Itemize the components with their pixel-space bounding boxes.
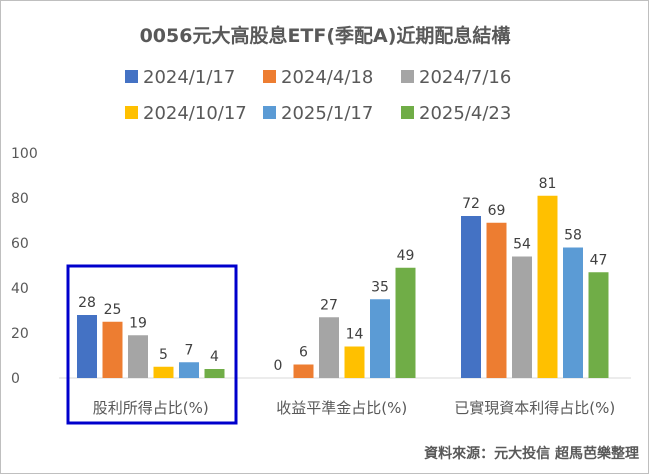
bar-1-4 [370, 299, 390, 378]
data-label-1-2: 27 [320, 297, 338, 313]
bar-2-2 [512, 256, 532, 378]
bar-1-2 [319, 317, 339, 378]
bar-1-1 [293, 364, 314, 378]
bars: 28 25 19 5 7 4 06 27 14 35 49 72 69 54 81 58 47 [77, 176, 609, 378]
bar-0-3 [153, 366, 174, 378]
data-label-1-0: 0 [274, 358, 283, 374]
data-label-1-4: 35 [371, 279, 389, 295]
bar-2-0 [461, 216, 481, 378]
legend: 2024/1/17 2024/4/18 2024/7/16 2024/10/17 202… [125, 67, 511, 124]
legend-label-2: 2024/7/16 [419, 67, 511, 88]
data-label-0-4: 7 [185, 342, 194, 358]
y-tick-label-1: 20 [11, 326, 29, 342]
data-label-0-3: 5 [159, 347, 168, 363]
legend-swatch-0 [125, 70, 138, 83]
data-label-2-2: 54 [513, 237, 531, 253]
bar-0-5 [204, 369, 225, 378]
category-label-0: 股利所得占比(%) [93, 399, 209, 417]
y-tick-label-2: 40 [11, 281, 29, 297]
data-label-0-0: 28 [78, 295, 96, 311]
bar-0-0 [77, 315, 97, 378]
y-tick-label-5: 100 [11, 146, 38, 162]
bar-1-3 [344, 346, 365, 378]
category-label-2: 已實現資本利得占比(%) [454, 399, 615, 417]
source-note: 資料來源：元大投信 超馬芭樂整理 [424, 445, 639, 462]
bar-2-5 [588, 272, 609, 378]
legend-swatch-2 [401, 70, 414, 83]
data-label-0-2: 19 [129, 315, 147, 331]
bar-0-2 [128, 335, 148, 378]
data-label-1-1: 6 [299, 345, 308, 361]
bar-1-5 [395, 267, 416, 378]
bar-0-4 [179, 362, 199, 378]
category-label-1: 收益平準金占比(%) [276, 399, 407, 417]
legend-label-1: 2024/4/18 [281, 67, 373, 88]
legend-label-3: 2024/10/17 [143, 103, 247, 124]
highlight-box [66, 264, 238, 425]
legend-label-4: 2025/1/17 [281, 103, 373, 124]
bar-2-3 [537, 195, 558, 378]
y-tick-label-0: 0 [11, 371, 20, 387]
bar-0-1 [102, 321, 123, 378]
legend-swatch-5 [401, 106, 414, 119]
data-label-2-3: 81 [539, 176, 557, 192]
category-labels: 股利所得占比(%) 收益平準金占比(%) 已實現資本利得占比(%) [93, 399, 615, 417]
y-tick-label-4: 80 [11, 191, 29, 207]
data-label-2-5: 47 [590, 252, 608, 268]
legend-label-0: 2024/1/17 [143, 67, 235, 88]
y-tick-label-3: 60 [11, 236, 29, 252]
legend-label-5: 2025/4/23 [419, 103, 511, 124]
data-label-1-3: 14 [346, 327, 364, 343]
bar-2-4 [563, 247, 583, 378]
data-label-2-4: 58 [564, 228, 582, 244]
data-label-0-5: 4 [210, 349, 219, 365]
legend-swatch-3 [125, 106, 138, 119]
chart-title: 0056元大高股息ETF(季配A)近期配息結構 [140, 24, 511, 47]
legend-swatch-4 [263, 106, 276, 119]
legend-swatch-1 [263, 70, 276, 83]
data-label-2-0: 72 [462, 196, 480, 212]
bar-2-1 [486, 222, 507, 378]
data-label-1-5: 49 [397, 248, 415, 264]
data-label-2-1: 69 [488, 203, 506, 219]
data-label-0-1: 25 [104, 302, 122, 318]
